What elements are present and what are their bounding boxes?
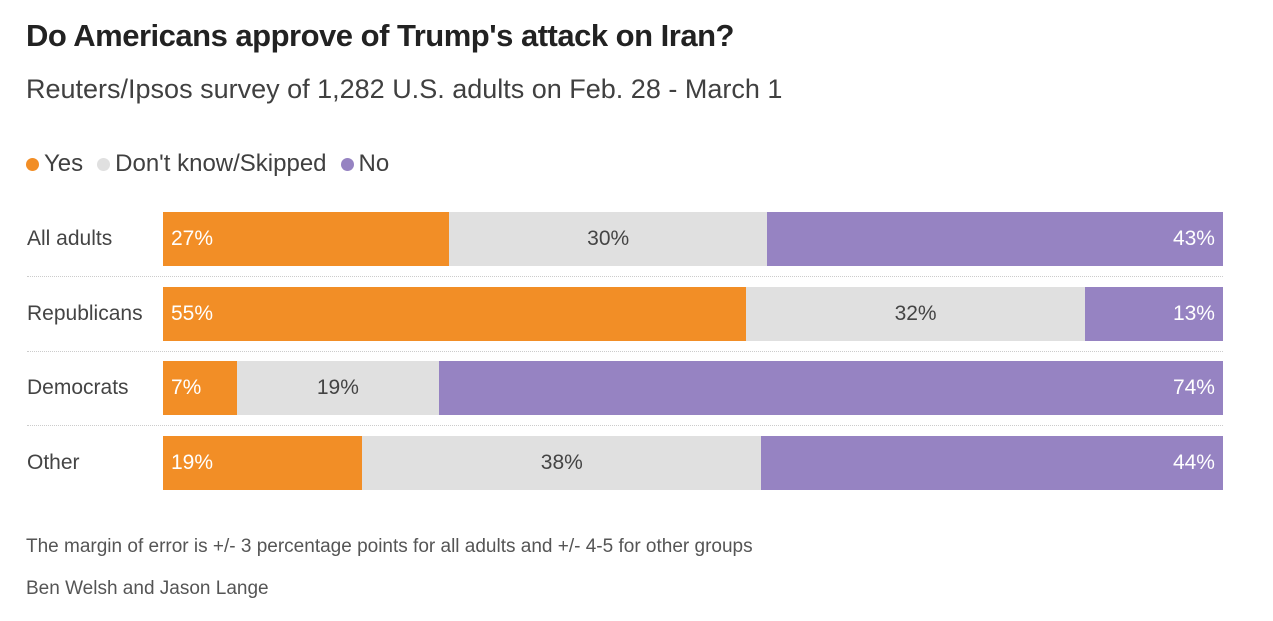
legend-dot-icon (26, 157, 39, 171)
bar-segment-no: 43% (767, 212, 1223, 266)
data-label: 19% (316, 376, 359, 399)
bar-row: Democrats 7% 19% 74% (27, 361, 1223, 415)
bar-row: All adults 27% 30% 43% (27, 212, 1223, 266)
chart-title: Do Americans approve of Trump's attack o… (26, 18, 734, 53)
data-label: 13% (1172, 302, 1215, 325)
legend-dot-icon (340, 157, 354, 171)
data-label: 38% (540, 451, 583, 474)
category-label: Other (27, 451, 80, 474)
bar-segment-yes: 55% (163, 287, 746, 341)
byline: Ben Welsh and Jason Lange (26, 578, 269, 599)
legend: Yes Don't know/Skipped No (26, 150, 389, 178)
data-label: 74% (1172, 376, 1215, 399)
data-label: 43% (1172, 227, 1215, 250)
data-label: 55% (171, 302, 214, 325)
data-label: 30% (587, 227, 630, 250)
bar-segment-no: 13% (1085, 287, 1223, 341)
bar-segment-no: 74% (438, 361, 1223, 415)
bar-row: Republicans 55% 32% 13% (27, 287, 1223, 341)
legend-label: Don't know/Skipped (115, 150, 327, 177)
row-divider (27, 351, 1223, 352)
bar-segment-don-t-know-skipped: 32% (746, 287, 1086, 341)
data-label: 44% (1172, 451, 1215, 474)
legend-item: Don't know/Skipped (97, 150, 327, 178)
bar-row: Other 19% 38% 44% (27, 436, 1223, 490)
row-divider (27, 276, 1223, 277)
bar-segment-don-t-know-skipped: 19% (237, 361, 439, 415)
data-label: 27% (171, 227, 214, 250)
bar-segment-don-t-know-skipped: 30% (449, 212, 768, 266)
legend-label: Yes (44, 150, 84, 177)
data-label: 32% (894, 302, 937, 325)
category-label: Republicans (27, 302, 143, 325)
bar-segment-don-t-know-skipped: 38% (362, 436, 762, 490)
chart-subtitle: Reuters/Ipsos survey of 1,282 U.S. adult… (26, 74, 783, 104)
row-divider (27, 425, 1223, 426)
category-label: Democrats (27, 376, 129, 399)
category-label: All adults (27, 227, 113, 250)
data-label: 19% (171, 451, 214, 474)
legend-item: No (340, 150, 390, 178)
legend-item: Yes (26, 150, 83, 178)
bar-segment-yes: 19% (163, 436, 363, 490)
bar-segment-no: 44% (761, 436, 1223, 490)
margin-of-error-note: The margin of error is +/- 3 percentage … (26, 536, 753, 557)
bar-segment-yes: 7% (163, 361, 238, 415)
data-label: 7% (171, 376, 202, 399)
legend-label: No (358, 150, 390, 177)
bar-segment-yes: 27% (163, 212, 450, 266)
legend-dot-icon (97, 157, 111, 171)
